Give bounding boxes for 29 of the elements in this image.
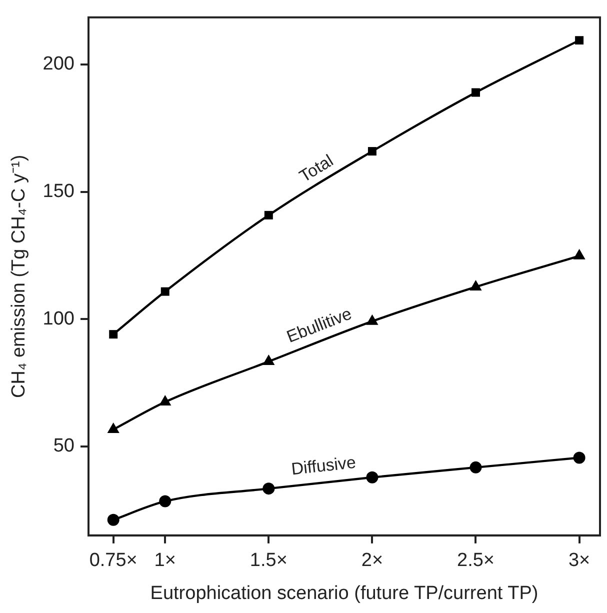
- text: Diffusive: [290, 452, 357, 479]
- y-tick-label: 200: [42, 54, 74, 75]
- y-axis-title: CH₄ emission (Tg CH₄-C y⁻¹): [8, 154, 30, 398]
- point: [366, 471, 378, 484]
- x-tick-label: 2×: [361, 550, 384, 572]
- point: [262, 354, 275, 366]
- point: [472, 88, 480, 97]
- point: [160, 287, 170, 296]
- x-axis-title: Eutrophication scenario (future TP/current TP): [150, 582, 538, 604]
- point: [107, 514, 120, 526]
- point: [575, 36, 584, 45]
- point: [109, 330, 118, 339]
- y-tick-label: 50: [53, 436, 74, 457]
- point: [159, 495, 172, 508]
- point: [262, 482, 275, 495]
- y-tick-label: 150: [42, 181, 74, 202]
- text: Total: [296, 150, 337, 186]
- x-tick-label: 1×: [154, 550, 176, 572]
- x-tick-label: 2.5×: [456, 550, 495, 572]
- point: [107, 422, 120, 434]
- point: [159, 395, 172, 406]
- x-tick-label: 1.5×: [250, 550, 288, 572]
- x-tick-label: 3×: [568, 550, 590, 572]
- y-tick-label: 100: [42, 308, 74, 330]
- point: [573, 452, 586, 464]
- point: [264, 210, 273, 220]
- point: [368, 147, 376, 156]
- x-tick-label: 0.75×: [89, 550, 138, 572]
- point: [470, 461, 482, 474]
